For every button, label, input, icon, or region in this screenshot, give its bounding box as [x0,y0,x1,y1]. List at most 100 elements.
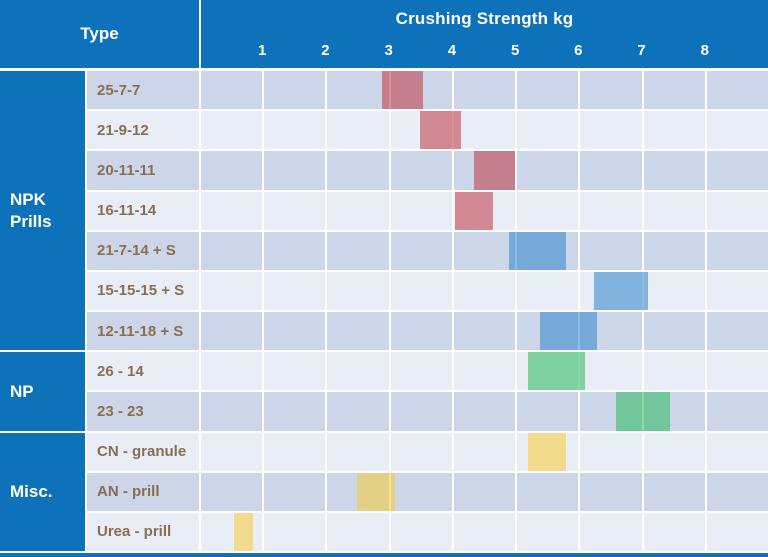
range-bar-16-11-14 [455,191,493,230]
plot-row-21-9-12 [199,111,768,150]
plot-row-16-11-14 [199,191,768,230]
gridline [704,231,707,270]
gridline [578,432,581,471]
gridline [578,392,581,431]
gridline [388,432,391,471]
gridline [262,151,265,190]
row-label-12-11-18-s: 12-11-18 + S [87,312,199,351]
gridline [199,111,201,150]
row-label-urea-prill: Urea - prill [87,512,199,552]
gridline [325,151,328,190]
gridline [704,312,707,351]
gridline [262,231,265,270]
range-bar-urea-prill [233,512,253,552]
gridline [641,71,644,110]
gridline [325,111,328,150]
gridline [199,392,201,431]
axis-tick-8: 8 [700,42,709,59]
gridline [515,271,518,311]
gridline [515,512,518,552]
gridline [451,151,454,190]
gridline [199,151,201,190]
gridline [262,111,265,150]
axis-tick-3: 3 [384,42,393,59]
row-label-an-prill: AN - prill [87,472,199,511]
gridline [451,271,454,311]
range-bar-20-11-11 [474,151,516,190]
axis-tick-2: 2 [321,42,330,59]
gridline [641,432,644,471]
gridline [515,151,518,190]
gridline [262,472,265,511]
gridline [451,71,454,110]
plot-row-21-7-14-s [199,231,768,270]
gridline [388,231,391,270]
gridline [262,392,265,431]
plot-row-cn-granule [199,432,768,471]
axis-ticks: 1 2 3 4 5 6 7 8 [201,0,768,68]
gridline [641,312,644,351]
gridline [515,312,518,351]
row-label-25-7-7: 25-7-7 [87,71,199,110]
gridline [199,432,201,471]
gridline [388,512,391,552]
gridline [199,312,201,351]
gridline [262,271,265,311]
axis-tick-5: 5 [510,42,520,59]
gridline [388,352,391,391]
range-bar-26-14 [527,352,585,391]
plot-row-25-7-7 [199,71,768,110]
gridline [451,191,454,230]
row-label-21-9-12: 21-9-12 [87,111,199,150]
gridline [515,71,518,110]
gridline [578,191,581,230]
row-label-26-14: 26 - 14 [87,352,199,391]
chart-title: Crushing Strength kg [395,9,574,28]
gridline [388,111,391,150]
gridline [451,432,454,471]
gridline [578,271,581,311]
gridline [325,312,328,351]
category-misc: Misc. [0,432,85,552]
axis-header: Crushing Strength kg 1 2 3 4 5 6 7 8 [201,0,768,68]
gridline [704,71,707,110]
row-label-15-15-15-s: 15-15-15 + S [87,271,199,311]
range-bar-cn-granule [527,432,566,471]
gridline [199,231,201,270]
gridline [704,472,707,511]
range-bar-an-prill [357,472,395,511]
gridline [388,191,391,230]
gridline [704,512,707,552]
gridline [515,111,518,150]
gridline [704,111,707,150]
gridline [515,392,518,431]
range-bar-15-15-15-s [594,271,648,311]
gridline [704,151,707,190]
gridline [704,432,707,471]
range-bar-21-9-12 [420,111,462,150]
gridline [704,352,707,391]
gridline [641,231,644,270]
plot-row-23-23 [199,392,768,431]
gridline [388,271,391,311]
plot-row-26-14 [199,352,768,391]
gridline [388,392,391,431]
gridline [262,71,265,110]
gridline [641,151,644,190]
gridline [578,472,581,511]
row-label-20-11-11: 20-11-11 [87,151,199,190]
gridline [578,231,581,270]
row-label-21-7-14-s: 21-7-14 + S [87,231,199,270]
gridline [641,352,644,391]
gridline [451,392,454,431]
gridline [578,512,581,552]
plot-row-20-11-11 [199,151,768,190]
range-bar-12-11-18-s [540,312,598,351]
gridline [578,111,581,150]
gridline [451,512,454,552]
gridline [325,512,328,552]
gridline [641,512,644,552]
range-bar-25-7-7 [382,71,424,110]
gridline [199,71,201,110]
gridline [641,111,644,150]
